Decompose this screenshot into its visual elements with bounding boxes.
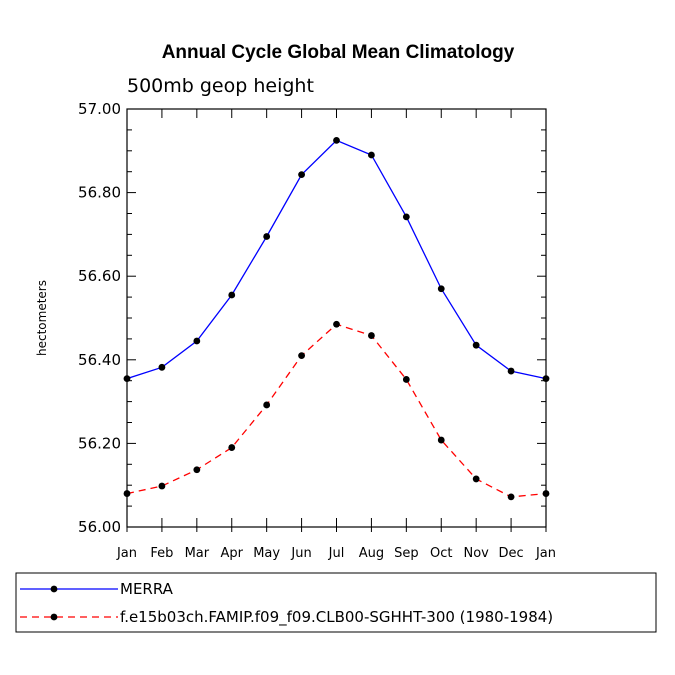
series-2-point (402, 376, 410, 383)
x-tick-label: Mar (185, 546, 210, 561)
y-tick-label: 56.60 (78, 267, 121, 285)
legend-label-2: f.e15b03ch.FAMIP.f09_f09.CLB00-SGHHT-300… (120, 608, 553, 627)
series-2-point (193, 466, 201, 474)
series-1-point (402, 213, 410, 221)
series-2-point (437, 436, 445, 444)
series-1-point (123, 375, 131, 383)
legend-label-1: MERRA (120, 580, 174, 598)
series-1-point (368, 151, 375, 159)
series-2-point (298, 352, 305, 360)
x-tick-label: Jan (535, 546, 556, 561)
y-tick-label: 57.00 (78, 100, 121, 118)
series-1-point (263, 233, 271, 240)
legend-marker-2 (50, 613, 58, 621)
y-tick-labels: 56.00 56.20 56.40 56.60 56.80 57.00 (78, 100, 121, 536)
plot-frame (126, 108, 547, 528)
x-tick-label: Jul (328, 546, 345, 561)
series-1-point (298, 171, 305, 179)
x-tick-label: Sep (394, 546, 419, 561)
series-2-point (158, 482, 166, 490)
series-1-point (228, 291, 236, 299)
series-2-point (123, 490, 131, 497)
x-tick-label: Jun (290, 546, 311, 561)
series-2-point (542, 490, 550, 497)
series-1-point (542, 375, 550, 383)
axis-ticks (126, 108, 547, 532)
series-1-point (193, 337, 201, 345)
chart-subtitle: 500mb geop height (127, 75, 314, 97)
y-tick-label: 56.80 (78, 184, 121, 202)
y-axis-label: hectometers (35, 280, 49, 356)
series-2-point (472, 475, 480, 483)
x-tick-label: Oct (430, 546, 452, 561)
series-1-point (472, 341, 480, 349)
x-tick-label: May (253, 546, 280, 561)
x-tick-label: Aug (359, 546, 384, 561)
series-layer (123, 136, 550, 501)
legend: MERRA f.e15b03ch.FAMIP.f09_f09.CLB00-SGHH… (15, 572, 657, 633)
series-1-point (507, 367, 515, 375)
legend-box (15, 572, 657, 633)
series-1-point (158, 363, 166, 371)
x-tick-label: Feb (150, 546, 173, 561)
x-tick-label: Jan (116, 546, 137, 561)
series-2-point (507, 493, 515, 501)
legend-marker-1 (50, 585, 58, 593)
series-2-point (333, 320, 340, 328)
x-tick-label: Dec (499, 546, 524, 561)
series-1-point (437, 285, 445, 293)
x-tick-label: Nov (463, 546, 489, 561)
x-tick-labels: Jan Feb Mar Apr May Jun Jul Aug Sep Oct Nov Dec Jan (116, 546, 556, 561)
y-tick-label: 56.20 (78, 434, 121, 452)
series-line-1 (126, 139, 547, 380)
series-1-point (333, 136, 340, 144)
y-tick-label: 56.40 (78, 351, 121, 369)
x-tick-label: Apr (221, 546, 244, 561)
chart-title: Annual Cycle Global Mean Climatology (162, 42, 515, 63)
y-tick-label: 56.00 (78, 518, 121, 536)
series-2-point (263, 401, 271, 409)
series-2-point (228, 444, 236, 451)
series-2-point (368, 332, 375, 339)
